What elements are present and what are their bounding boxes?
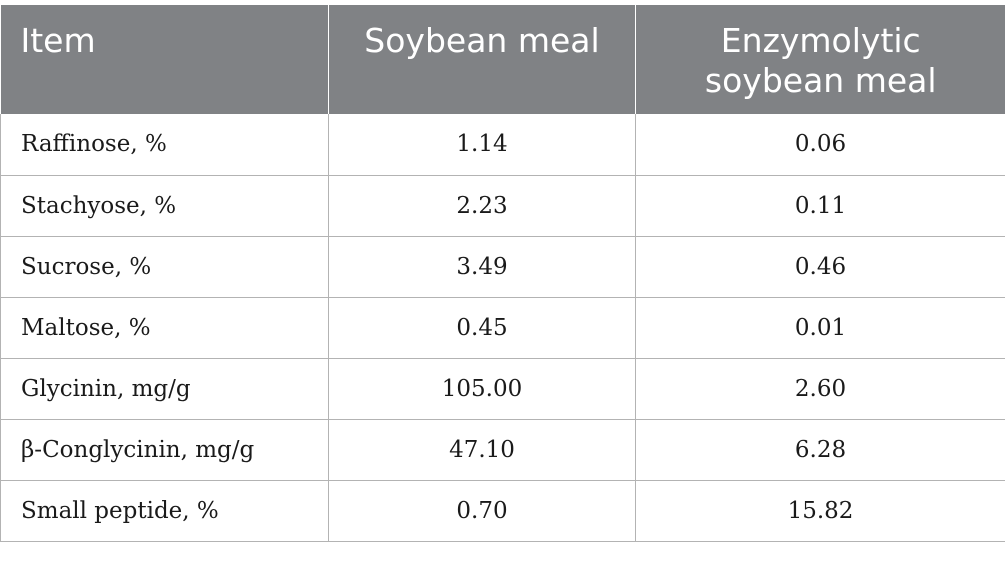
row-enzymolytic-value: 6.28 [635, 419, 1005, 481]
row-enzymolytic-value: 2.60 [635, 358, 1005, 420]
table-row: β-Conglycinin, mg/g 47.10 6.28 [0, 419, 1005, 481]
row-item-label: Glycinin, mg/g [0, 358, 329, 420]
row-soybean-value: 0.45 [328, 297, 636, 359]
row-item-label: Sucrose, % [0, 236, 329, 298]
table-row: Glycinin, mg/g 105.00 2.60 [0, 358, 1005, 420]
row-item-label: Stachyose, % [0, 175, 329, 237]
row-soybean-value: 3.49 [328, 236, 636, 298]
header-row: Item Soybean meal Enzymolytic soybean me… [0, 5, 1005, 114]
row-soybean-value: 1.14 [328, 114, 636, 176]
table-row: Raffinose, % 1.14 0.06 [0, 114, 1005, 176]
row-enzymolytic-value: 15.82 [635, 480, 1005, 542]
composition-table: Item Soybean meal Enzymolytic soybean me… [0, 5, 1005, 542]
row-soybean-value: 47.10 [328, 419, 636, 481]
header-enzymolytic-line1: Enzymolytic [720, 21, 921, 60]
row-item-label: Maltose, % [0, 297, 329, 359]
row-item-label: Small peptide, % [0, 480, 329, 542]
row-item-label: β-Conglycinin, mg/g [0, 419, 329, 481]
header-enzymolytic-soybean-meal: Enzymolytic soybean meal [635, 5, 1005, 114]
table-row: Small peptide, % 0.70 15.82 [0, 480, 1005, 542]
header-item: Item [0, 5, 329, 114]
row-enzymolytic-value: 0.11 [635, 175, 1005, 237]
table-row: Sucrose, % 3.49 0.46 [0, 236, 1005, 298]
row-enzymolytic-value: 0.01 [635, 297, 1005, 359]
row-soybean-value: 105.00 [328, 358, 636, 420]
table-row: Maltose, % 0.45 0.01 [0, 297, 1005, 359]
row-enzymolytic-value: 0.06 [635, 114, 1005, 176]
row-item-label: Raffinose, % [0, 114, 329, 176]
table-header: Item Soybean meal Enzymolytic soybean me… [0, 5, 1005, 114]
table-row: Stachyose, % 2.23 0.11 [0, 175, 1005, 237]
row-enzymolytic-value: 0.46 [635, 236, 1005, 298]
header-enzymolytic-line2: soybean meal [704, 61, 937, 100]
row-soybean-value: 0.70 [328, 480, 636, 542]
header-soybean-meal: Soybean meal [328, 5, 636, 114]
table-body: Raffinose, % 1.14 0.06 Stachyose, % 2.23… [0, 114, 1005, 542]
row-soybean-value: 2.23 [328, 175, 636, 237]
